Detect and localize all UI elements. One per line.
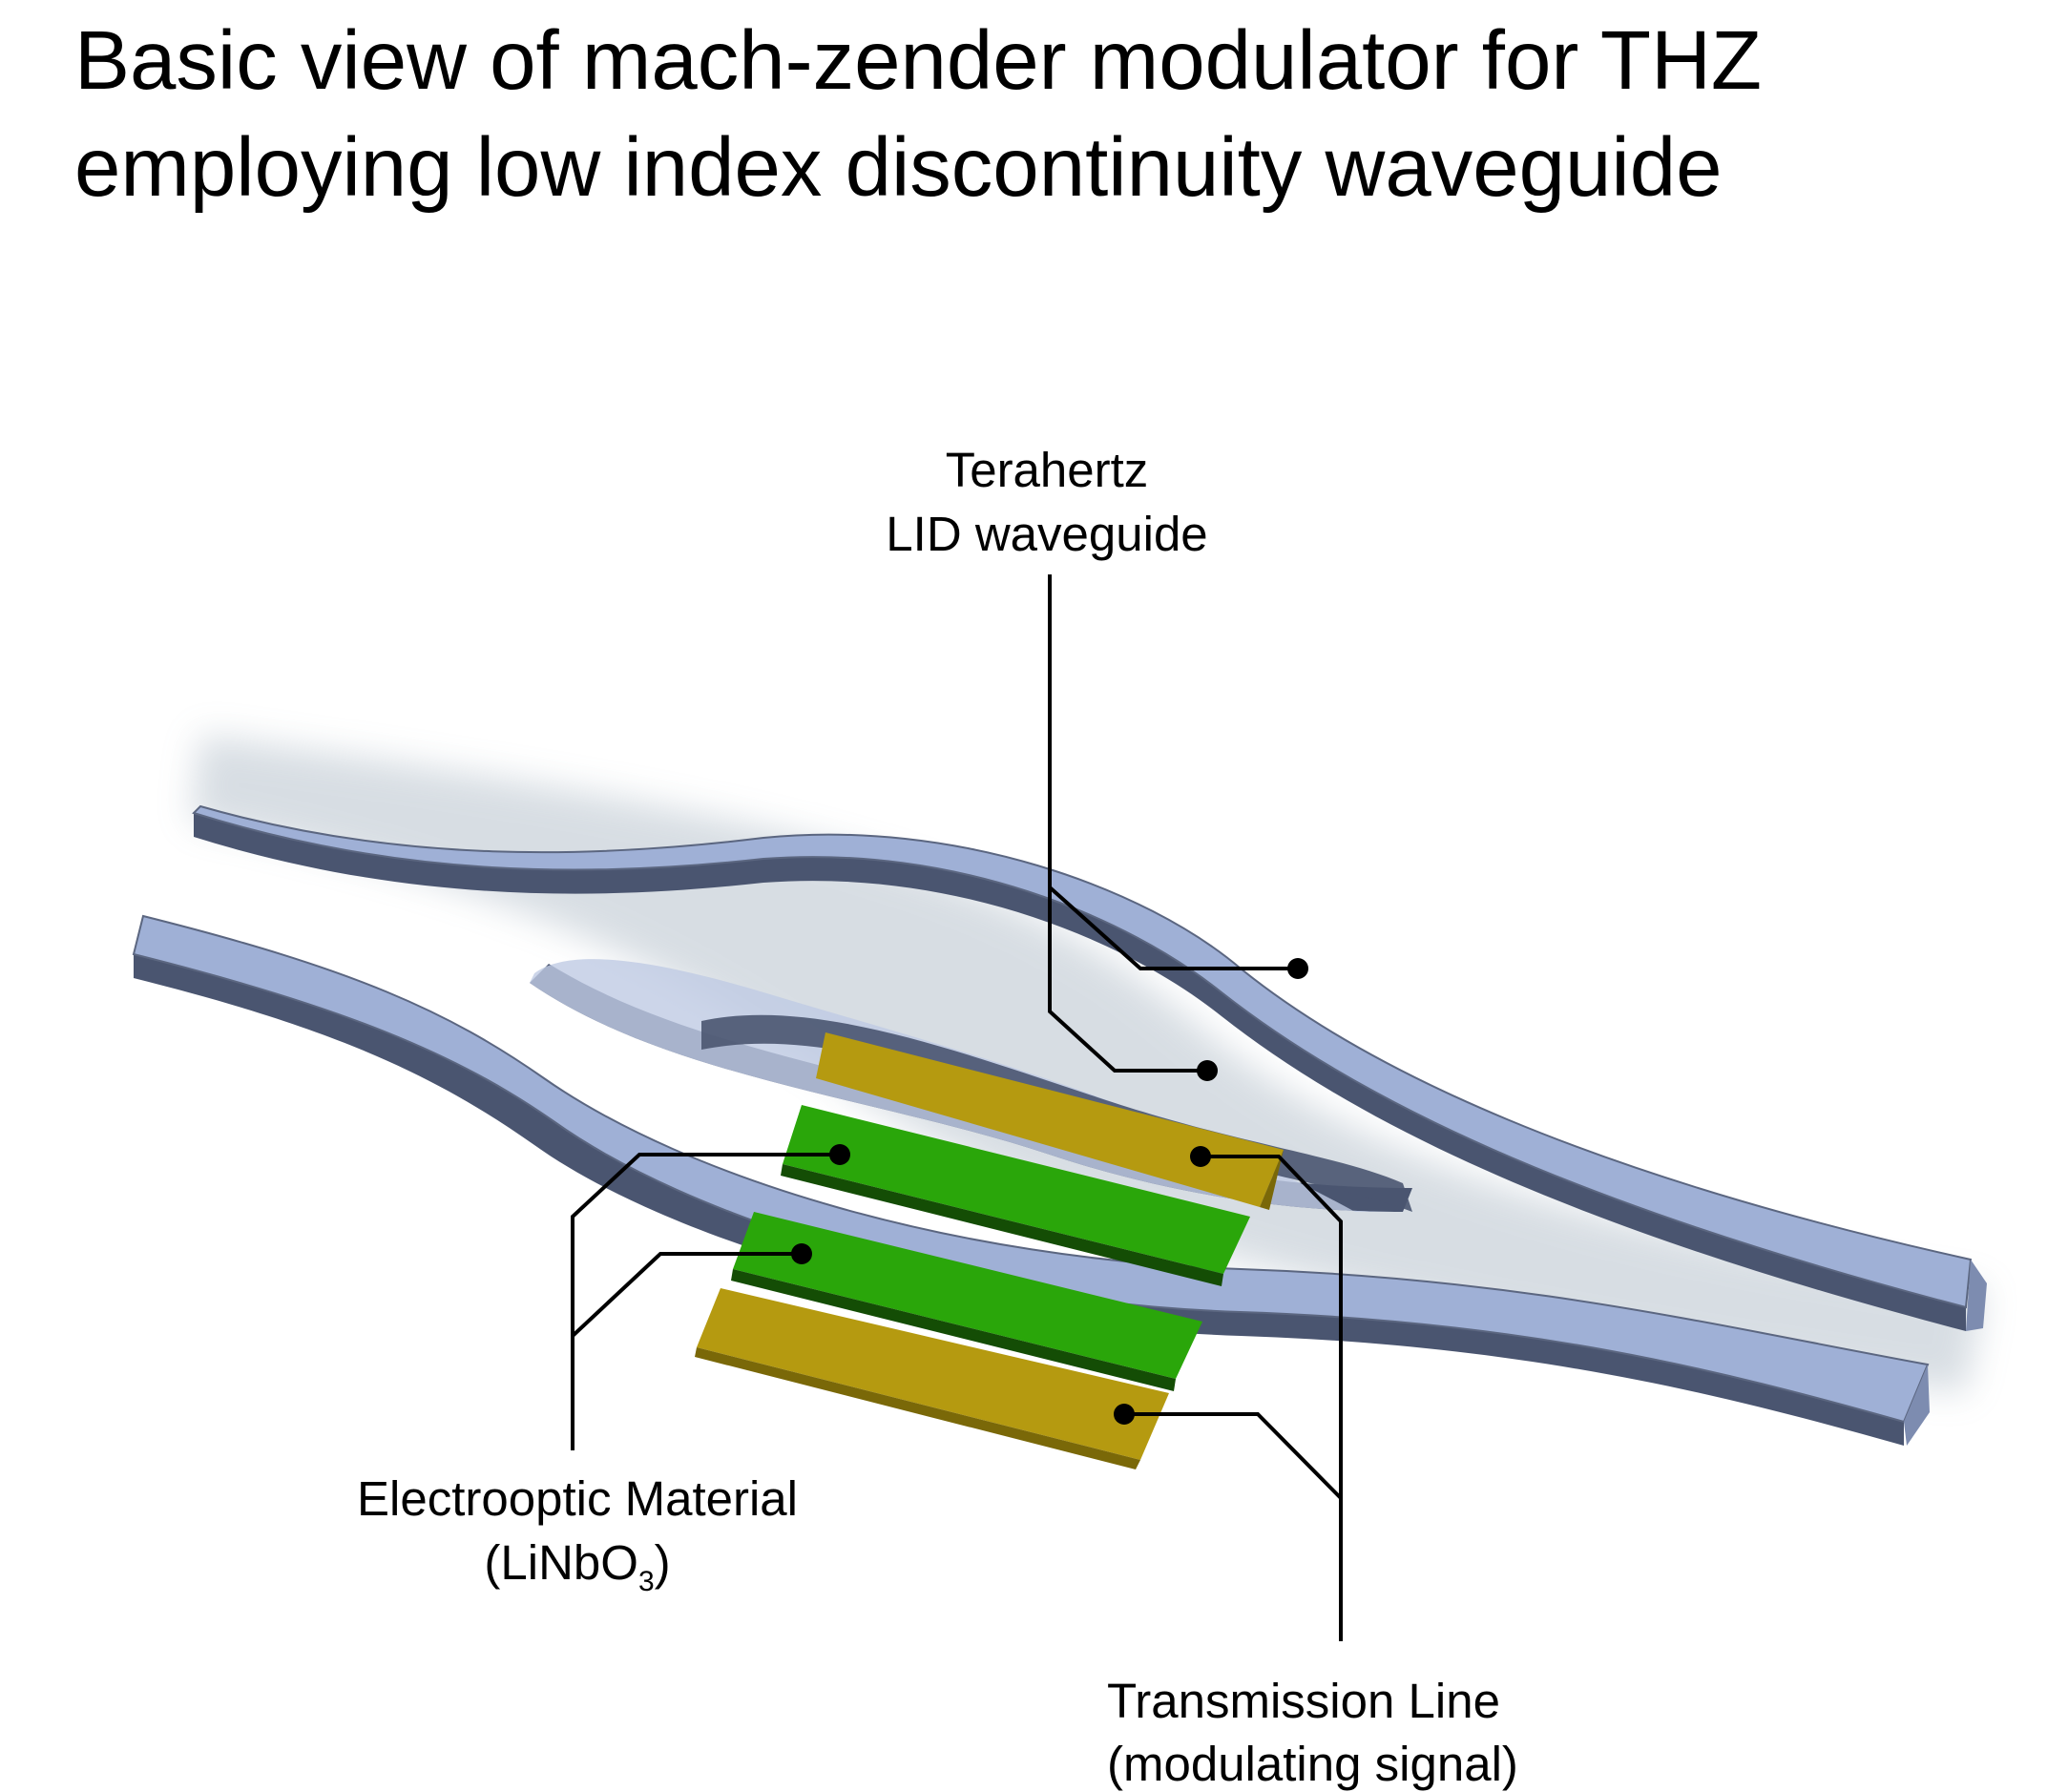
label-waveguide-line-1: Terahertz (946, 443, 1149, 497)
title-line-1: Basic view of mach-zender modulator for … (74, 14, 1763, 107)
leader-dots (791, 958, 1308, 1425)
leader-waveguide-inner (1048, 887, 1207, 1073)
dot-waveguide-outer (1287, 958, 1308, 979)
leader-transmission-upper (1201, 1155, 1343, 1641)
waveguide-lower-outer (132, 914, 1930, 1446)
leader-lines (571, 574, 1343, 1641)
dot-electrooptic-upper (829, 1144, 850, 1165)
leader-waveguide-outer (1048, 574, 1298, 970)
leader-transmission-lower (1124, 1412, 1343, 1500)
label-transmission: Transmission Line (modulating signal) (1107, 1674, 1518, 1791)
dot-electrooptic-lower (791, 1243, 812, 1264)
label-waveguide-line-2: LID waveguide (886, 507, 1207, 561)
label-transmission-line-1: Transmission Line (1107, 1674, 1500, 1728)
electrode-upper (816, 1032, 1284, 1210)
electrode-lower (695, 1288, 1169, 1469)
electrooptic-upper (781, 1105, 1250, 1286)
dot-waveguide-inner (1197, 1060, 1218, 1081)
waveguide-glow (191, 735, 1985, 1393)
dot-transmission-lower (1114, 1404, 1135, 1425)
label-waveguide: Terahertz LID waveguide (886, 443, 1207, 561)
title-line-2: employing low index discontinuity wavegu… (74, 121, 1723, 214)
diagram-title: Basic view of mach-zender modulator for … (74, 8, 2059, 221)
dot-transmission-upper (1190, 1146, 1211, 1167)
leader-electrooptic-lower (571, 1252, 802, 1338)
label-electrooptic-line-2: (LiNbO3) (484, 1535, 670, 1597)
label-electrooptic: Electrooptic Material (LiNbO3) (357, 1471, 798, 1597)
label-transmission-line-2: (modulating signal) (1107, 1737, 1518, 1791)
electrooptic-lower (731, 1212, 1202, 1391)
label-electrooptic-line-1: Electrooptic Material (357, 1471, 798, 1526)
